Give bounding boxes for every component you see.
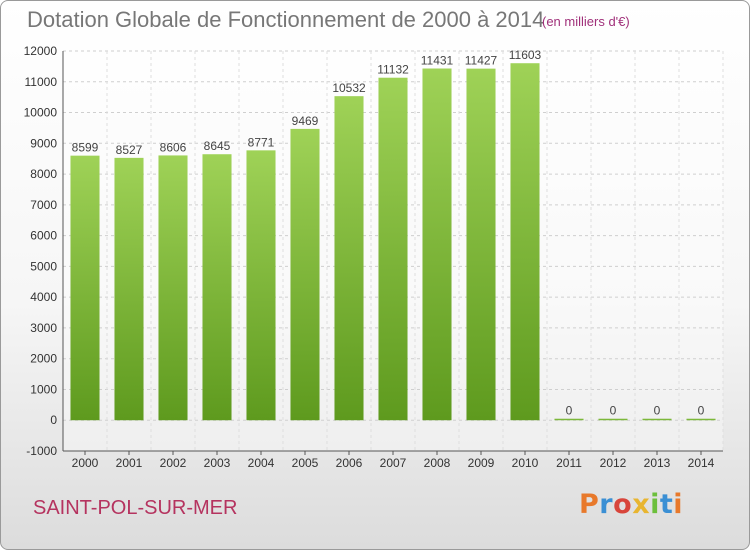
bar-2000 [70,155,100,421]
x-tick-label-2006: 2006 [336,456,363,470]
data-label-2008: 11431 [421,54,454,68]
x-tick-label-2014: 2014 [688,456,715,470]
data-label-2007: 11132 [377,63,409,77]
y-tick-label: 7000 [30,198,57,212]
y-tick-label: 0 [50,413,57,427]
bar-2008 [422,68,452,421]
y-tick-label: 9000 [30,136,57,150]
data-label-2000: 8599 [72,141,99,155]
bar-2002 [158,155,188,421]
brand-letter: o [613,489,633,520]
brand-logo: Proxiti [579,489,683,520]
x-tick-label-2010: 2010 [512,456,539,470]
data-label-2014: 0 [698,404,705,418]
bar-2014 [686,418,716,421]
bar-2001 [114,157,144,421]
brand-letter: r [599,489,614,520]
y-tick-label: 3000 [30,321,57,335]
data-label-2011: 0 [566,404,573,418]
y-tick-label: 12000 [24,44,58,58]
brand-letter: x [632,489,651,520]
data-label-2001: 8527 [116,143,143,157]
y-tick-label: 8000 [30,167,57,181]
data-label-2012: 0 [610,404,617,418]
y-tick-label: 1000 [30,382,57,396]
y-tick-label: 2000 [30,352,57,366]
y-tick-label: 4000 [30,290,57,304]
x-tick-label-2008: 2008 [424,456,451,470]
bar-2004 [246,150,276,421]
bar-2010 [510,63,540,421]
y-tick-label: 6000 [30,229,57,243]
x-tick-label-2005: 2005 [292,456,319,470]
x-tick-label-2011: 2011 [556,456,582,470]
brand-letter: i [673,489,684,520]
data-label-2002: 8606 [160,140,187,154]
x-tick-label-2009: 2009 [468,456,495,470]
axes [62,51,723,455]
data-label-2013: 0 [654,404,661,418]
bar-2007 [378,77,408,421]
x-tick-label-2002: 2002 [160,456,187,470]
labels: -1000 0 1000 2000 3000 4000 5000 6000 7000 8000 90… [24,44,715,470]
y-tick-label: 10000 [24,106,58,120]
y-tick-label: 5000 [30,259,57,273]
y-tick-label: -1000 [26,444,57,458]
x-tick-label-2001: 2001 [116,456,143,470]
chart-subtitle: (en milliers d'€) [542,14,630,29]
x-tick-label-2012: 2012 [600,456,627,470]
x-tick-label-2000: 2000 [72,456,99,470]
x-tick-label-2003: 2003 [204,456,231,470]
x-tick-label-2007: 2007 [380,456,407,470]
data-label-2009: 11427 [465,54,498,68]
x-tick-label-2013: 2013 [644,456,671,470]
brand-letter: t [659,489,674,520]
x-tick-label-2004: 2004 [248,456,275,470]
data-label-2004: 8771 [248,135,275,149]
data-label-2010: 11603 [509,48,542,62]
bar-2013 [642,418,672,421]
bar-2009 [466,68,496,421]
bar-2006 [334,96,364,421]
bar-2003 [202,154,232,421]
bar-2012 [598,418,628,421]
data-label-2005: 9469 [292,114,319,128]
bars [70,63,716,421]
chart-title: Dotation Globale de Fonctionnement de 20… [27,7,545,32]
location-name: SAINT-POL-SUR-MER [33,497,238,519]
brand-letter: i [650,489,660,520]
data-label-2003: 8645 [204,139,231,153]
bar-2011 [554,418,584,421]
bar-2005 [290,128,320,421]
brand-letter: P [579,489,600,520]
y-tick-label: 11000 [25,75,58,89]
data-label-2006: 10532 [332,81,366,95]
